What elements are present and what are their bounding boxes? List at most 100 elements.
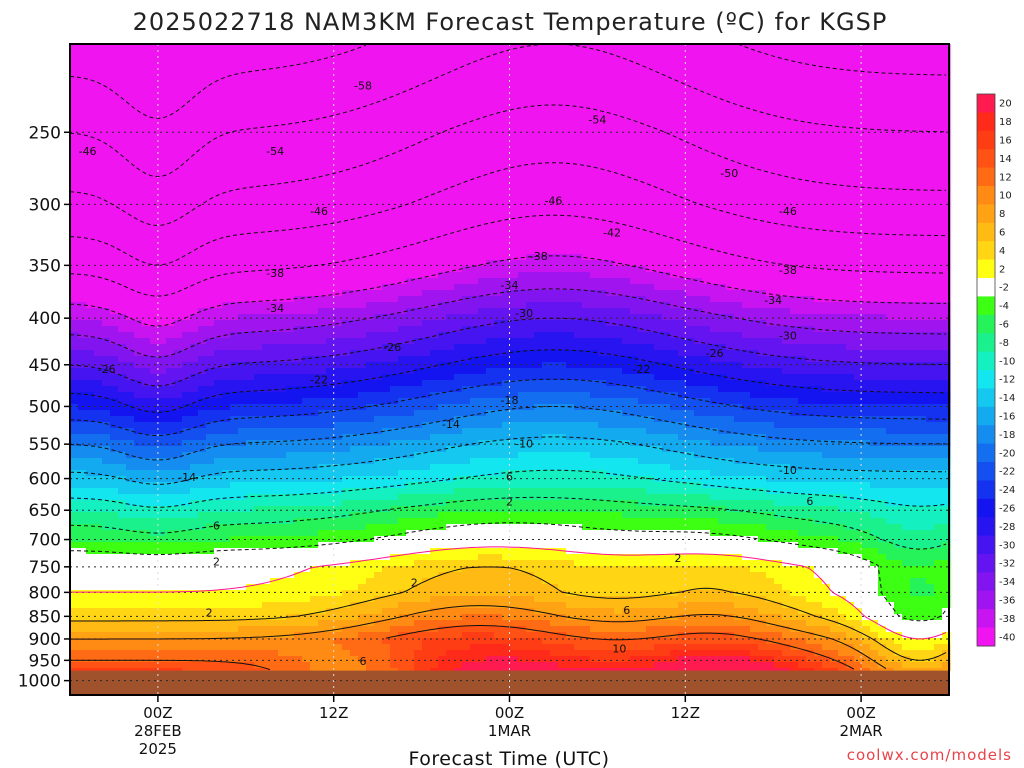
field-cell	[478, 626, 487, 633]
field-cell	[78, 524, 87, 543]
field-cell	[238, 362, 247, 381]
field-cell	[342, 320, 351, 339]
field-cell	[78, 350, 87, 369]
field-cell	[926, 44, 935, 303]
field-cell	[214, 308, 223, 321]
field-cell	[710, 302, 719, 315]
field-cell	[654, 362, 663, 381]
field-cell	[638, 668, 647, 672]
field-cell	[254, 626, 263, 639]
field-cell	[454, 650, 463, 669]
field-cell	[566, 44, 575, 255]
contour-label: -34	[764, 294, 782, 307]
field-cell	[598, 530, 607, 555]
colorbar-swatch	[977, 462, 995, 481]
field-cell	[822, 416, 831, 429]
field-cell	[622, 596, 631, 609]
field-cell	[598, 290, 607, 309]
field-cell	[414, 602, 423, 615]
field-cell	[542, 662, 551, 672]
field-cell	[526, 320, 535, 339]
field-cell	[590, 290, 599, 309]
field-cell	[614, 296, 623, 309]
colorbar-label: -28	[999, 522, 1015, 533]
field-cell	[630, 314, 639, 327]
field-cell	[198, 464, 207, 477]
field-cell	[806, 482, 815, 495]
field-cell	[134, 422, 143, 435]
field-cell	[334, 422, 343, 441]
colorbar-label: -24	[999, 485, 1015, 496]
field-cell	[102, 326, 111, 339]
field-cell	[382, 632, 391, 639]
field-cell	[222, 542, 231, 549]
field-cell	[246, 626, 255, 639]
field-cell	[142, 422, 151, 435]
field-cell	[398, 590, 407, 603]
field-cell	[734, 566, 743, 597]
field-cell	[102, 410, 111, 423]
field-cell	[158, 494, 167, 507]
field-cell	[214, 398, 223, 411]
field-cell	[646, 284, 655, 303]
field-cell	[262, 392, 271, 405]
field-cell	[870, 302, 879, 315]
field-cell	[542, 422, 551, 435]
field-cell	[230, 620, 239, 633]
field-cell	[118, 374, 127, 393]
field-cell	[814, 404, 823, 417]
field-cell	[662, 404, 671, 423]
field-cell	[86, 368, 95, 381]
field-cell	[182, 530, 191, 543]
field-cell	[214, 368, 223, 381]
field-cell	[110, 500, 119, 513]
field-cell	[678, 602, 687, 615]
field-cell	[726, 650, 735, 657]
field-cell	[686, 494, 695, 507]
field-cell	[542, 350, 551, 363]
field-cell	[902, 446, 911, 459]
field-cell	[502, 500, 511, 513]
field-cell	[150, 470, 159, 483]
field-cell	[486, 512, 495, 525]
field-cell	[278, 620, 287, 627]
field-cell	[430, 392, 439, 411]
field-cell	[622, 530, 631, 555]
field-cell	[350, 476, 359, 489]
field-cell	[750, 338, 759, 351]
field-cell	[686, 440, 695, 453]
field-cell	[446, 650, 455, 672]
field-cell	[542, 602, 551, 615]
field-cell	[782, 308, 791, 327]
field-column	[558, 44, 567, 672]
field-cell	[86, 620, 95, 633]
field-cell	[334, 296, 343, 309]
field-cell	[86, 512, 95, 525]
contour-label: 2	[506, 496, 513, 509]
field-cell	[606, 296, 615, 309]
field-cell	[854, 428, 863, 441]
field-cell	[158, 446, 167, 459]
field-cell	[782, 482, 791, 495]
field-cell	[758, 308, 767, 321]
field-cell	[502, 488, 511, 501]
field-cell	[134, 368, 143, 381]
field-cell	[190, 440, 199, 453]
contour-label: 6	[506, 471, 513, 484]
field-cell	[846, 314, 855, 333]
field-cell	[502, 290, 511, 309]
field-cell	[726, 656, 735, 672]
field-cell	[358, 488, 367, 501]
field-cell	[190, 662, 199, 672]
field-cell	[494, 458, 503, 477]
field-cell	[886, 44, 895, 303]
field-cell	[110, 650, 119, 663]
field-cell	[518, 500, 527, 513]
field-cell	[270, 524, 279, 537]
field-cell	[454, 500, 463, 513]
field-cell	[582, 392, 591, 411]
field-cell	[398, 356, 407, 375]
field-cell	[102, 590, 111, 609]
field-cell	[246, 416, 255, 429]
field-cell	[414, 440, 423, 453]
